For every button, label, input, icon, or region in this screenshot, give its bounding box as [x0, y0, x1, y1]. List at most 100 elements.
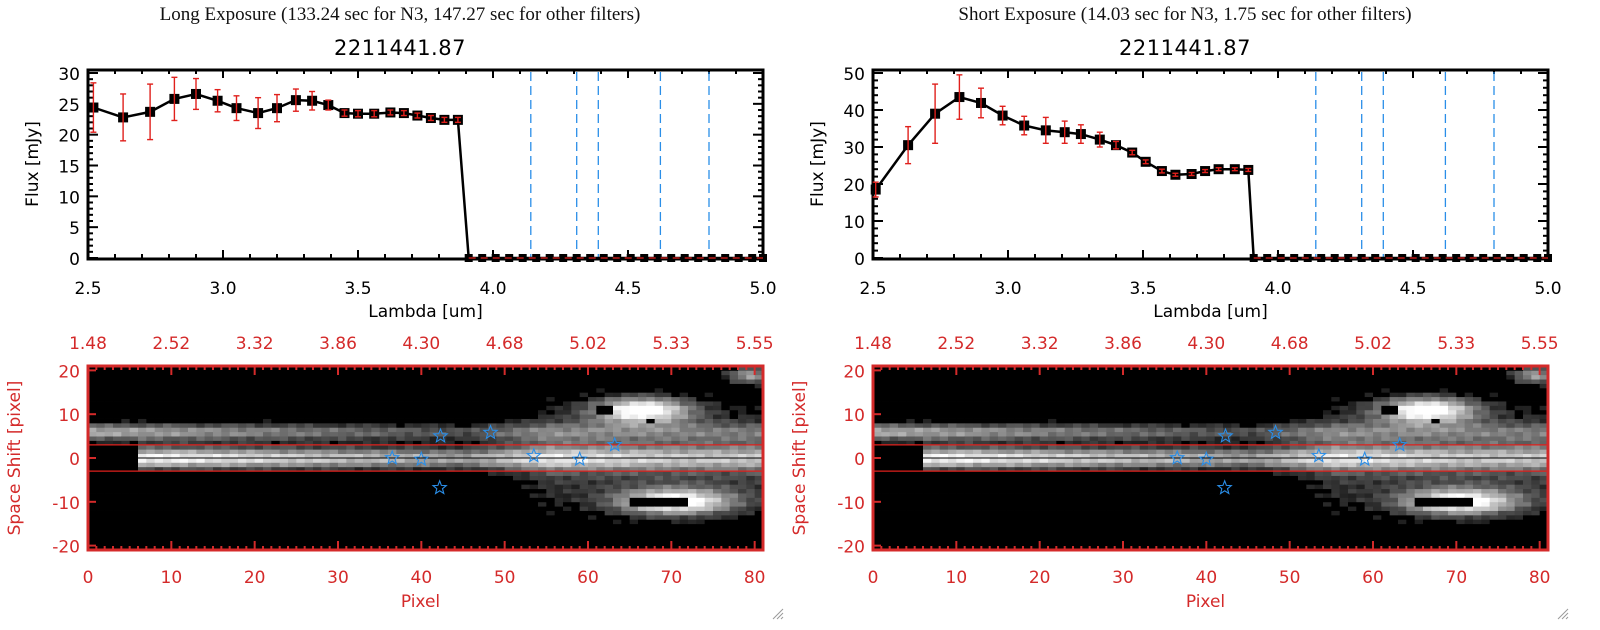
heatmap-cell [479, 396, 489, 402]
heatmap-cell [488, 479, 497, 485]
heatmap-cell [688, 514, 697, 520]
heatmap-cell [354, 396, 364, 402]
resize-grip-icon[interactable] [770, 606, 784, 620]
heatmap-cell [313, 488, 322, 494]
heatmap-cell [213, 484, 222, 490]
heatmap-cell [329, 484, 339, 490]
heatmap-cell [146, 488, 156, 494]
heatmap-cell [746, 541, 756, 547]
heatmap-cell [379, 409, 389, 415]
heatmap-cell [939, 523, 949, 529]
heatmap-cell [271, 519, 281, 525]
heatmap-cell [948, 523, 957, 529]
heatmap-cell [713, 475, 722, 481]
heatmap-cell [646, 401, 656, 406]
heatmap-cell [563, 374, 572, 380]
heatmap-cell [504, 379, 514, 384]
heatmap-cell [488, 383, 497, 389]
heatmap-cell [171, 532, 181, 538]
heatmap-cell [479, 370, 489, 376]
heatmap-cell [948, 488, 957, 494]
heatmap-cell [981, 458, 991, 463]
heatmap-cell [889, 409, 899, 415]
heatmap-cell [713, 405, 722, 411]
heatmap-cell [1039, 536, 1049, 542]
heatmap-cell [538, 458, 547, 463]
heatmap-cell [379, 528, 389, 533]
heatmap-cell [429, 510, 439, 516]
heatmap-cell [196, 532, 206, 538]
heatmap-cell [263, 528, 272, 533]
heatmap-cell [513, 427, 522, 433]
heatmap-cell [1006, 506, 1016, 511]
heatmap-cell [998, 409, 1007, 415]
heatmap-cell [529, 458, 539, 463]
heatmap-cell [889, 418, 899, 424]
heatmap-cell [121, 514, 131, 520]
heatmap-cell [754, 488, 764, 494]
heatmap-cell [304, 493, 314, 498]
heatmap-cell [454, 379, 464, 384]
heatmap-cell [579, 405, 589, 411]
heatmap-cell [939, 475, 949, 481]
heatmap-cell [989, 453, 999, 459]
heatmap-cell [321, 501, 331, 507]
heatmap-cell [873, 379, 882, 384]
heatmap-cell [196, 383, 206, 389]
heatmap-cell [138, 541, 147, 547]
heatmap-cell [279, 431, 289, 437]
heatmap-cell [973, 444, 982, 450]
heatmap-cell [121, 510, 131, 516]
heatmap-cell [471, 536, 481, 542]
heatmap-cell [721, 453, 731, 459]
heatmap-cell [973, 449, 982, 455]
heatmap-cell [931, 510, 941, 516]
heatmap-cell [679, 414, 689, 419]
heatmap-cell [121, 436, 131, 441]
heatmap-cell [171, 514, 181, 520]
heatmap-cell [288, 418, 297, 424]
heatmap-cell [396, 370, 406, 376]
heatmap-cell [471, 510, 481, 516]
heatmap-cell [413, 444, 422, 450]
heatmap-cell [923, 409, 932, 415]
heatmap-cell [923, 519, 932, 525]
heatmap-cell [738, 493, 747, 498]
heatmap-cell [1023, 514, 1032, 520]
heatmap-cell [546, 370, 556, 376]
heatmap-cell [579, 471, 589, 476]
heatmap-cell [138, 471, 147, 476]
heatmap-cell [188, 532, 197, 538]
heatmap-cell [1048, 536, 1057, 542]
heatmap-cell [588, 387, 597, 393]
heatmap-cell [129, 370, 139, 376]
heatmap-cell [104, 458, 114, 463]
heatmap-cell [646, 471, 656, 476]
heatmap-cell [604, 436, 614, 441]
heatmap-cell [1023, 545, 1032, 551]
heatmap-cell [471, 440, 481, 446]
heatmap-cell [371, 392, 381, 398]
heatmap-cell [254, 370, 264, 376]
heatmap-cell [196, 374, 206, 380]
heatmap-cell [263, 497, 272, 503]
heatmap-cell [1023, 409, 1032, 415]
heatmap-cell [388, 444, 397, 450]
heatmap-cell [998, 396, 1007, 402]
heatmap-cell [296, 383, 306, 389]
heatmap-cell [1048, 506, 1057, 511]
heatmap-cell [213, 392, 222, 398]
heatmap-cell [1048, 514, 1057, 520]
heatmap-cell [146, 532, 156, 538]
heatmap-cell [338, 431, 347, 437]
heatmap-cell [906, 405, 916, 411]
heatmap-cell [964, 458, 974, 463]
heatmap-cell [989, 541, 999, 547]
heatmap-cell [321, 379, 331, 384]
heatmap-cell [956, 422, 966, 428]
heatmap-cell [396, 396, 406, 402]
heatmap-cell [948, 462, 957, 468]
heatmap-cell [121, 387, 131, 393]
heatmap-cell [898, 501, 907, 507]
heatmap-cell [88, 431, 97, 437]
